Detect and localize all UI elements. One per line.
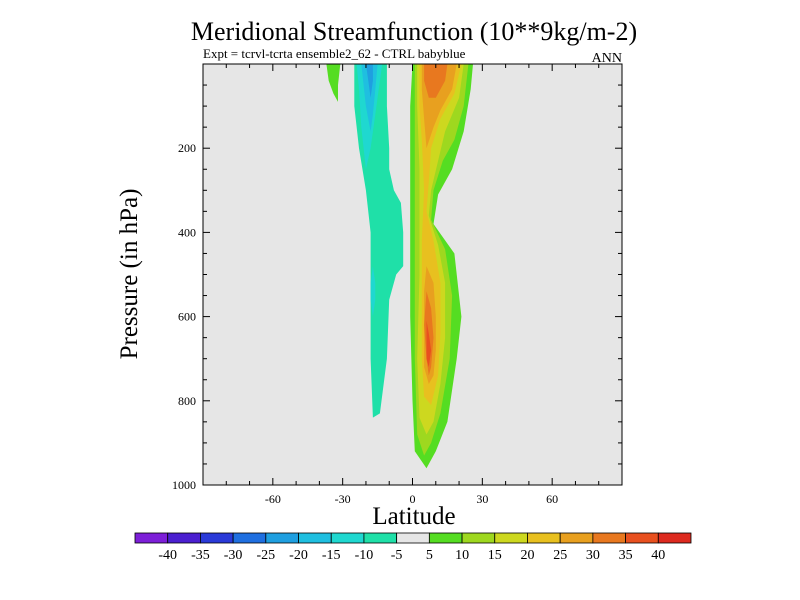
southern-upper-positive-cell <box>326 64 341 102</box>
colorbar-swatch <box>657 532 692 544</box>
colorbar-label: 40 <box>651 548 665 563</box>
season-label: ANN <box>592 51 622 66</box>
colorbar-swatch <box>363 532 398 544</box>
colorbar-label: -35 <box>191 548 210 563</box>
y-tick-label: 600 <box>178 310 196 324</box>
y-tick-label: 1000 <box>172 478 196 492</box>
contour-fills <box>326 64 473 469</box>
colorbar-swatch <box>625 532 659 544</box>
colorbar-swatch <box>265 532 299 544</box>
y-tick-label: 200 <box>178 141 196 155</box>
colorbar-swatch <box>134 532 169 544</box>
contour-fill-level-minus-20 <box>365 64 373 98</box>
colorbar-swatch <box>200 532 234 544</box>
colorbar-label: -25 <box>256 548 275 563</box>
colorbar-swatch <box>592 532 626 544</box>
colorbar-swatch <box>298 532 332 544</box>
chart-subtitle: Expt = tcrvl-tcrta ensemble2_62 - CTRL b… <box>203 46 466 61</box>
contour-fill-level-5 <box>326 64 341 102</box>
contour-fill-level-minus-15 <box>361 64 378 132</box>
colorbar-label: -40 <box>158 548 177 563</box>
colorbar-label: 5 <box>426 548 433 563</box>
axes: -60 -30 0 30 60 200 400 600 800 1000 <box>172 64 622 506</box>
southern-negative-cell <box>354 64 404 418</box>
colorbar: -40 -35 -30 -25 -20 -15 -10 -5 5 10 15 20 25 30 35 40 <box>134 532 692 563</box>
contour-fill-level-35 <box>426 320 432 368</box>
colorbar-swatch <box>527 532 561 544</box>
y-axis-label: Pressure (in hPa) <box>116 189 143 360</box>
colorbar-swatch <box>428 532 463 544</box>
colorbar-label: -20 <box>289 548 308 563</box>
x-tick-label: -60 <box>265 492 281 506</box>
colorbar-swatch <box>232 532 267 544</box>
x-tick-label: 60 <box>546 492 558 506</box>
colorbar-label: -5 <box>391 548 403 563</box>
colorbar-swatch <box>167 532 201 544</box>
colorbar-label: -15 <box>322 548 341 563</box>
colorbar-swatch <box>559 532 594 544</box>
colorbar-swatch <box>461 532 496 544</box>
chart-title: Meridional Streamfunction (10**9kg/m-2) <box>191 17 637 46</box>
colorbar-label: 10 <box>455 548 469 563</box>
northern-positive-cell <box>410 64 473 469</box>
colorbar-label: 35 <box>619 548 633 563</box>
colorbar-label: 20 <box>521 548 535 563</box>
colorbar-swatch <box>330 532 365 544</box>
colorbar-label: 15 <box>488 548 502 563</box>
x-tick-label: 0 <box>410 492 416 506</box>
contour-fill-level-30 <box>424 64 448 98</box>
colorbar-label: -10 <box>355 548 374 563</box>
colorbar-label: -30 <box>224 548 243 563</box>
contour-fill-level-minus-10 <box>370 266 376 317</box>
colorbar-swatch <box>396 532 430 544</box>
colorbar-swatch <box>494 532 528 544</box>
y-tick-label: 800 <box>178 394 196 408</box>
x-tick-label: -30 <box>335 492 351 506</box>
colorbar-label: 25 <box>553 548 567 563</box>
x-axis-label: Latitude <box>372 503 455 530</box>
colorbar-label: 30 <box>586 548 600 563</box>
x-tick-label: 30 <box>476 492 488 506</box>
y-tick-label: 400 <box>178 225 196 239</box>
